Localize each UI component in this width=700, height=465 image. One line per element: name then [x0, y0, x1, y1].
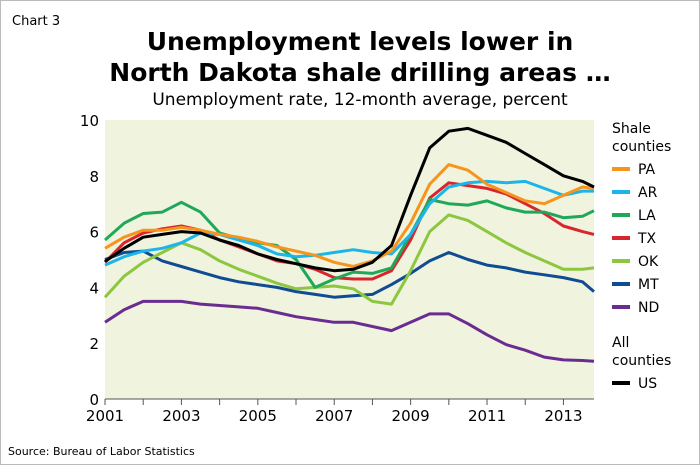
- y-tick-label: 4: [89, 279, 99, 297]
- legend-label-ar: AR: [638, 185, 658, 201]
- y-tick-label: 2: [89, 335, 99, 353]
- series-line-la: [104, 198, 595, 289]
- x-tick-label: 2009: [392, 407, 430, 425]
- chart-label: Chart 3: [12, 14, 60, 29]
- legend-label-mt: MT: [638, 277, 659, 293]
- legend-heading: All: [612, 335, 629, 351]
- legend-heading: counties: [612, 139, 671, 155]
- legend-label-us: US: [638, 376, 657, 392]
- x-tick-label: 2005: [239, 407, 277, 425]
- source-note: Source: Bureau of Labor Statistics: [8, 445, 195, 458]
- legend-label-ok: OK: [638, 254, 659, 270]
- series-line-mt: [104, 249, 595, 299]
- legend-heading: counties: [612, 353, 671, 369]
- plot-area: [105, 120, 594, 399]
- legend-label-tx: TX: [637, 231, 657, 247]
- chart-title-line-1: Unemployment levels lower in: [147, 27, 574, 56]
- y-tick-label: 8: [89, 168, 99, 186]
- series-line-ar: [104, 179, 594, 267]
- series-line-us: [104, 126, 595, 273]
- chart-subtitle: Unemployment rate, 12-month average, per…: [152, 90, 568, 110]
- x-tick-label: 2013: [544, 407, 582, 425]
- x-tick-label: 2011: [468, 407, 506, 425]
- series-line-nd: [104, 299, 595, 363]
- series-line-ok: [103, 213, 595, 306]
- legend-label-la: LA: [638, 208, 656, 224]
- y-tick-label: 6: [89, 224, 99, 242]
- x-tick-label: 2001: [86, 407, 124, 425]
- legend-label-nd: ND: [638, 300, 659, 316]
- x-tick-label: 2003: [162, 407, 200, 425]
- x-tick-label: 2007: [315, 407, 353, 425]
- chart-title-line-2: North Dakota shale drilling areas …: [109, 58, 610, 87]
- y-tick-label: 10: [80, 112, 99, 130]
- legend-heading: Shale: [612, 121, 651, 137]
- y-tick-label: 0: [89, 391, 99, 409]
- series-line-pa: [104, 163, 595, 268]
- legend-label-pa: PA: [638, 162, 656, 178]
